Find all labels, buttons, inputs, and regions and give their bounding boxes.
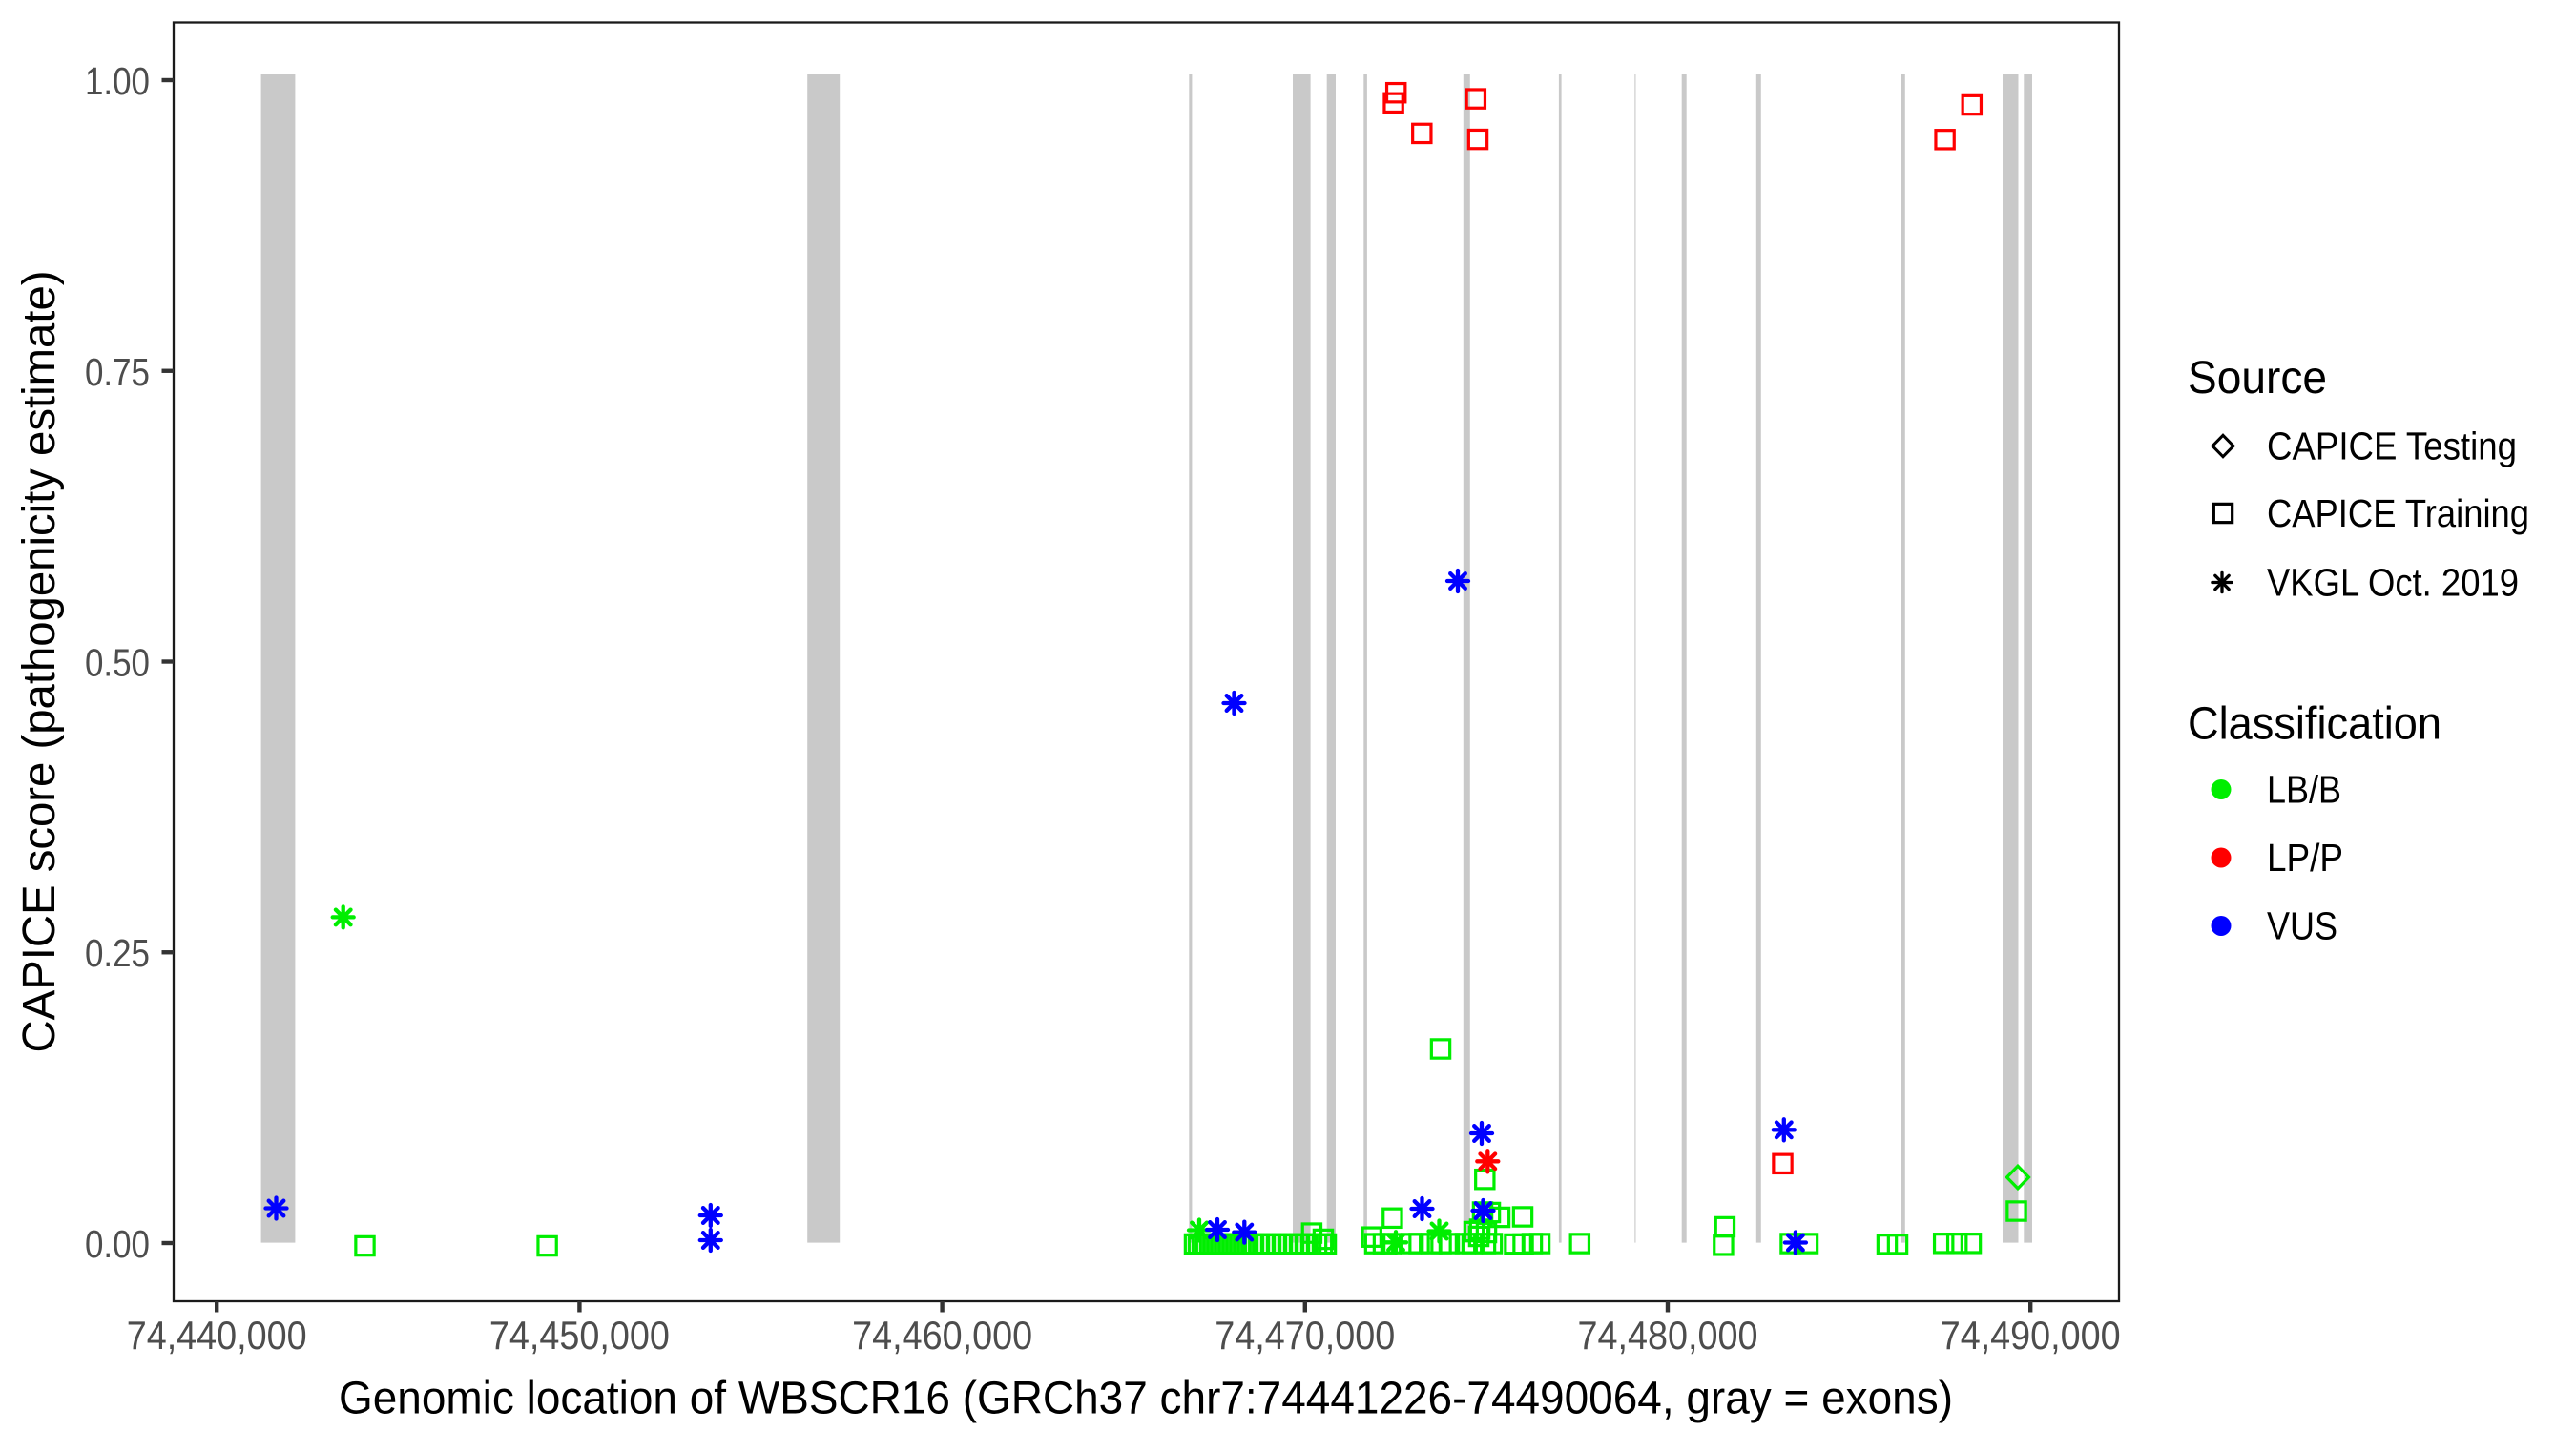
svg-text:Source: Source <box>2188 353 2327 404</box>
svg-text:74,440,000: 74,440,000 <box>127 1313 307 1358</box>
svg-text:Classification: Classification <box>2188 699 2441 750</box>
svg-text:0.00: 0.00 <box>85 1222 150 1266</box>
svg-text:0.50: 0.50 <box>85 641 150 685</box>
svg-text:74,490,000: 74,490,000 <box>1941 1313 2121 1358</box>
svg-text:CAPICE Training: CAPICE Training <box>2267 491 2529 535</box>
svg-text:74,470,000: 74,470,000 <box>1215 1313 1395 1358</box>
svg-text:74,480,000: 74,480,000 <box>1578 1313 1758 1358</box>
svg-text:CAPICE score (pathogenicity es: CAPICE score (pathogenicity estimate) <box>14 271 65 1053</box>
svg-text:74,450,000: 74,450,000 <box>489 1313 670 1358</box>
svg-text:LB/B: LB/B <box>2267 768 2341 812</box>
svg-text:74,460,000: 74,460,000 <box>852 1313 1032 1358</box>
svg-text:CAPICE Testing: CAPICE Testing <box>2267 425 2517 468</box>
svg-text:Genomic location of WBSCR16 (G: Genomic location of WBSCR16 (GRCh37 chr7… <box>339 1374 1953 1424</box>
svg-text:LP/P: LP/P <box>2267 836 2343 880</box>
svg-text:1.00: 1.00 <box>85 59 150 103</box>
svg-text:VUS: VUS <box>2267 904 2337 948</box>
svg-text:0.75: 0.75 <box>85 350 150 394</box>
svg-text:VKGL Oct. 2019: VKGL Oct. 2019 <box>2267 561 2519 605</box>
svg-text:0.25: 0.25 <box>85 931 150 975</box>
